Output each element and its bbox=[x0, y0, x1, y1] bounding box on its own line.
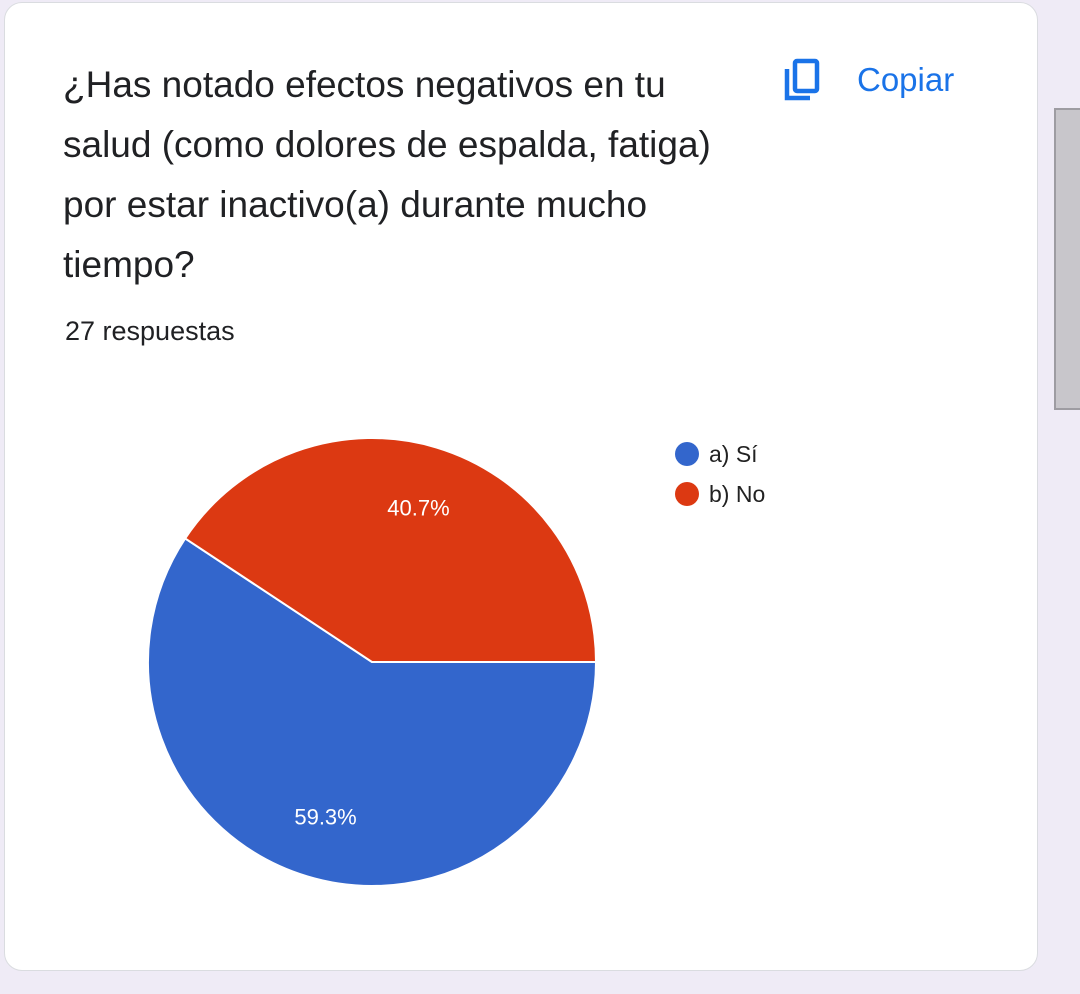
legend-label-si: a) Sí bbox=[709, 440, 758, 467]
pie-label-no: 40.7% bbox=[387, 496, 449, 521]
pie-slice-si[interactable] bbox=[147, 537, 598, 887]
legend-swatch-no bbox=[675, 482, 699, 506]
legend-label-no: b) No bbox=[709, 480, 766, 507]
legend-swatch-si bbox=[675, 442, 699, 466]
copy-icon bbox=[783, 58, 823, 102]
question-title: ¿Has notado efectos negativos en tu salu… bbox=[63, 64, 711, 285]
response-count: 27 respuestas bbox=[65, 316, 235, 346]
pie-slice-no[interactable] bbox=[183, 437, 598, 663]
chart-legend: a) Sí b) No bbox=[675, 434, 765, 514]
scrollbar-thumb[interactable] bbox=[1054, 108, 1080, 410]
pie-label-si: 59.3% bbox=[294, 804, 356, 829]
copy-button[interactable]: Copiar bbox=[783, 55, 954, 105]
legend-item-si[interactable]: a) Sí bbox=[675, 434, 765, 474]
legend-item-no[interactable]: b) No bbox=[675, 474, 765, 514]
copy-label: Copiar bbox=[857, 61, 955, 98]
